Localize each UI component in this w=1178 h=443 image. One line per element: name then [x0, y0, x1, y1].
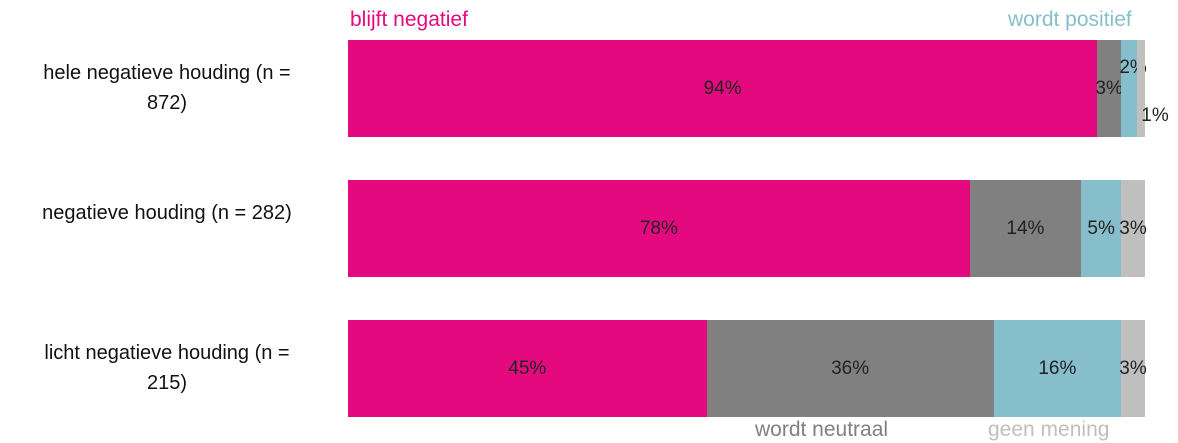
value-label: 36% [831, 357, 870, 379]
value-label: 5% [1087, 217, 1115, 239]
legend-label: geen mening [988, 418, 1110, 441]
bar-segment [1121, 320, 1145, 417]
category-label: hele negatieve houding (n = 872) [43, 62, 291, 114]
value-label: 78% [639, 217, 678, 239]
bar-segment [969, 180, 1082, 277]
category-label: negatieve houding (n = 282) [42, 202, 292, 224]
bar-segment [1121, 180, 1145, 277]
value-label: 3% [1119, 217, 1147, 239]
legend-label: blijft negatief [350, 8, 468, 31]
bar-segment [993, 320, 1122, 417]
bar-segment [348, 180, 970, 277]
value-label: 3% [1119, 357, 1147, 379]
bar-segment [1121, 40, 1138, 137]
value-label: 94% [703, 77, 742, 99]
bar-segment [348, 320, 707, 417]
bar-segment [706, 320, 994, 417]
bar-segment [1137, 40, 1145, 137]
value-label: 14% [1006, 217, 1045, 239]
legend-label: wordt positief [1008, 8, 1132, 31]
bar-segment [1081, 180, 1122, 277]
bar-segment [348, 40, 1098, 137]
value-label: 1% [1141, 105, 1169, 126]
value-label: 16% [1038, 357, 1077, 379]
legend-label: wordt neutraal [755, 418, 889, 441]
category-label: licht negatieve houding (n = 215) [44, 342, 290, 394]
value-label: 3% [1095, 77, 1123, 99]
bar-segment [1097, 40, 1122, 137]
value-label: 45% [508, 357, 547, 379]
